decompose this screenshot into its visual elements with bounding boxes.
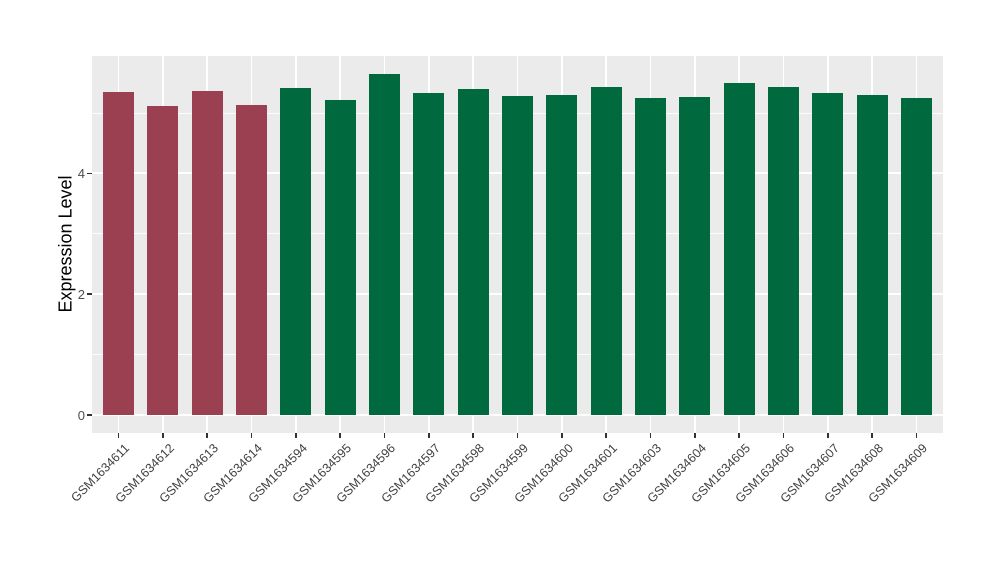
- bar-GSM1634612: [147, 105, 179, 415]
- bar-GSM1634605: [723, 83, 755, 415]
- x-tick-mark-GSM1634596: [383, 433, 386, 438]
- bar-GSM1634613: [191, 91, 223, 415]
- bar-GSM1634599: [502, 96, 533, 415]
- x-tick-mark-GSM1634612: [162, 433, 164, 438]
- x-tick-mark-GSM1634607: [827, 433, 829, 438]
- bar-GSM1634601: [590, 87, 622, 415]
- x-tick-mark-GSM1634601: [605, 433, 607, 438]
- plot-panel: [92, 56, 943, 433]
- bar-GSM1634598: [457, 89, 489, 415]
- bar-GSM1634600: [546, 94, 578, 415]
- bar-GSM1634596: [369, 73, 401, 415]
- y-tick-mark-4: [87, 172, 92, 175]
- x-tick-mark-GSM1634605: [738, 433, 740, 438]
- x-tick-mark-GSM1634609: [915, 433, 918, 438]
- y-tick-label-2: 2: [77, 286, 85, 302]
- x-tick-mark-GSM1634598: [472, 433, 474, 438]
- x-tick-mark-GSM1634613: [206, 433, 208, 438]
- bar-GSM1634606: [767, 87, 799, 415]
- bar-GSM1634614: [236, 104, 268, 415]
- bar-GSM1634604: [679, 96, 711, 415]
- x-tick-mark-GSM1634600: [561, 433, 563, 438]
- y-tick-label-4: 4: [77, 165, 85, 181]
- bar-GSM1634611: [103, 92, 135, 415]
- x-tick-mark-GSM1634594: [295, 433, 297, 438]
- x-tick-mark-GSM1634604: [694, 433, 696, 438]
- x-tick-mark-GSM1634614: [250, 433, 253, 438]
- y-tick-mark-0: [87, 414, 92, 416]
- bar-GSM1634594: [280, 87, 312, 415]
- y-tick-label-0: 0: [77, 407, 85, 423]
- x-tick-mark-GSM1634606: [782, 433, 785, 438]
- y-tick-mark-2: [87, 293, 92, 295]
- x-tick-mark-GSM1634597: [428, 433, 430, 438]
- x-tick-mark-GSM1634611: [117, 433, 120, 438]
- x-tick-mark-GSM1634608: [871, 433, 873, 438]
- bar-GSM1634608: [856, 94, 888, 415]
- bar-GSM1634595: [324, 99, 356, 415]
- x-tick-mark-GSM1634603: [649, 433, 652, 438]
- bar-GSM1634603: [634, 97, 666, 415]
- x-tick-mark-GSM1634595: [339, 433, 341, 438]
- x-tick-mark-GSM1634599: [516, 433, 519, 438]
- bar-GSM1634609: [900, 97, 932, 415]
- bar-GSM1634607: [812, 93, 844, 415]
- bar-GSM1634597: [413, 93, 445, 415]
